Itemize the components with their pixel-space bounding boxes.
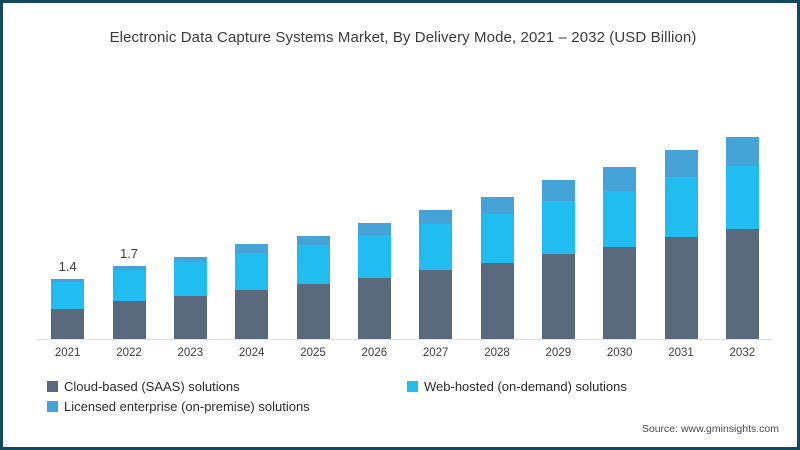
segment-licensed-enterprise-2028 <box>480 197 514 214</box>
segment-licensed-enterprise-2023 <box>173 257 207 263</box>
segment-cloud-based-2023 <box>173 296 207 339</box>
segment-cloud-based-2030 <box>603 246 637 339</box>
x-tick-2029: 2029 <box>545 347 572 359</box>
segment-cloud-based-2029 <box>541 254 575 339</box>
legend-swatch-web-hosted <box>407 381 418 392</box>
segment-licensed-enterprise-2025 <box>296 235 330 246</box>
x-tick-2024: 2024 <box>238 347 265 359</box>
bar-2029[interactable] <box>541 179 575 339</box>
bar-2031[interactable] <box>664 149 698 339</box>
bar-2023[interactable] <box>173 257 207 339</box>
segment-cloud-based-2027 <box>419 270 453 339</box>
x-tick-2028: 2028 <box>484 347 510 359</box>
segment-web-hosted-2022 <box>112 269 146 302</box>
legend-label-web-hosted: Web-hosted (on-demand) solutions <box>424 379 627 394</box>
x-tick-2026: 2026 <box>361 347 388 359</box>
bar-2022[interactable]: 1.7 <box>112 246 146 339</box>
segment-licensed-enterprise-2022 <box>112 265 146 270</box>
plot-area: 1.4 1.7 <box>37 63 773 340</box>
x-axis-baseline <box>37 339 773 340</box>
segment-web-hosted-2026 <box>357 234 391 278</box>
segment-web-hosted-2031 <box>664 176 698 237</box>
segment-licensed-enterprise-2021 <box>51 278 85 282</box>
segment-web-hosted-2021 <box>51 281 85 309</box>
segment-licensed-enterprise-2029 <box>541 179 575 202</box>
bar-2025[interactable] <box>296 235 330 339</box>
segment-web-hosted-2030 <box>603 191 637 247</box>
bar-2026[interactable] <box>357 222 391 339</box>
bar-2021[interactable]: 1.4 <box>51 259 85 339</box>
x-tick-2027: 2027 <box>422 347 449 359</box>
segment-cloud-based-2032 <box>725 229 759 339</box>
x-tick-2022: 2022 <box>116 347 142 359</box>
segment-web-hosted-2028 <box>480 213 514 264</box>
segment-web-hosted-2025 <box>296 245 330 285</box>
segment-licensed-enterprise-2032 <box>725 136 759 167</box>
segment-cloud-based-2021 <box>51 308 85 339</box>
bar-2027[interactable] <box>419 210 453 339</box>
segment-cloud-based-2025 <box>296 284 330 339</box>
segment-licensed-enterprise-2026 <box>357 222 391 235</box>
segment-web-hosted-2032 <box>725 166 759 230</box>
legend-item-web-hosted[interactable]: Web-hosted (on-demand) solutions <box>407 379 627 394</box>
legend-label-licensed-enterprise: Licensed enterprise (on-premise) solutio… <box>64 399 310 414</box>
segment-web-hosted-2029 <box>541 201 575 255</box>
bar-2024[interactable] <box>235 244 269 339</box>
segment-web-hosted-2027 <box>419 224 453 271</box>
bar-2030[interactable] <box>603 167 637 339</box>
segment-cloud-based-2026 <box>357 277 391 339</box>
segment-licensed-enterprise-2030 <box>603 167 637 192</box>
segment-licensed-enterprise-2027 <box>419 210 453 225</box>
x-tick-2023: 2023 <box>177 347 204 359</box>
segment-cloud-based-2028 <box>480 263 514 339</box>
segment-licensed-enterprise-2024 <box>235 244 269 253</box>
chart-title: Electronic Data Capture Systems Market, … <box>109 29 697 46</box>
x-tick-2031: 2031 <box>668 347 694 359</box>
x-tick-2025: 2025 <box>300 347 326 359</box>
x-tick-2030: 2030 <box>606 347 633 359</box>
source-attribution: Source: www.gminsights.com <box>641 423 779 435</box>
legend-row-2: Licensed enterprise (on-premise) solutio… <box>47 399 767 419</box>
x-tick-2021: 2021 <box>54 347 81 359</box>
x-axis-tick-labels: 2021 2022 2023 2024 2025 2026 2027 2028 2029 2030… <box>37 347 773 365</box>
legend-item-cloud-based[interactable]: Cloud-based (SAAS) solutions <box>47 379 240 394</box>
segment-cloud-based-2024 <box>235 289 269 339</box>
segment-cloud-based-2022 <box>112 301 146 339</box>
segment-cloud-based-2031 <box>664 236 698 339</box>
legend-row-1: Cloud-based (SAAS) solutions Web-hosted … <box>47 379 767 399</box>
x-tick-2032: 2032 <box>729 347 756 359</box>
legend-label-cloud-based: Cloud-based (SAAS) solutions <box>64 379 240 394</box>
legend-swatch-licensed-enterprise <box>47 401 58 412</box>
bar-2028[interactable] <box>480 197 514 339</box>
bar-value-label-2021: 1.4 <box>58 258 77 274</box>
bar-value-label-2022: 1.7 <box>119 245 139 261</box>
segment-licensed-enterprise-2031 <box>664 149 698 177</box>
segment-web-hosted-2024 <box>235 252 269 290</box>
legend-swatch-cloud-based <box>47 381 58 392</box>
chart-legend: Cloud-based (SAAS) solutions Web-hosted … <box>47 379 767 419</box>
legend-item-licensed-enterprise[interactable]: Licensed enterprise (on-premise) solutio… <box>47 399 310 414</box>
bar-2032[interactable] <box>725 136 759 339</box>
segment-web-hosted-2023 <box>173 262 207 296</box>
